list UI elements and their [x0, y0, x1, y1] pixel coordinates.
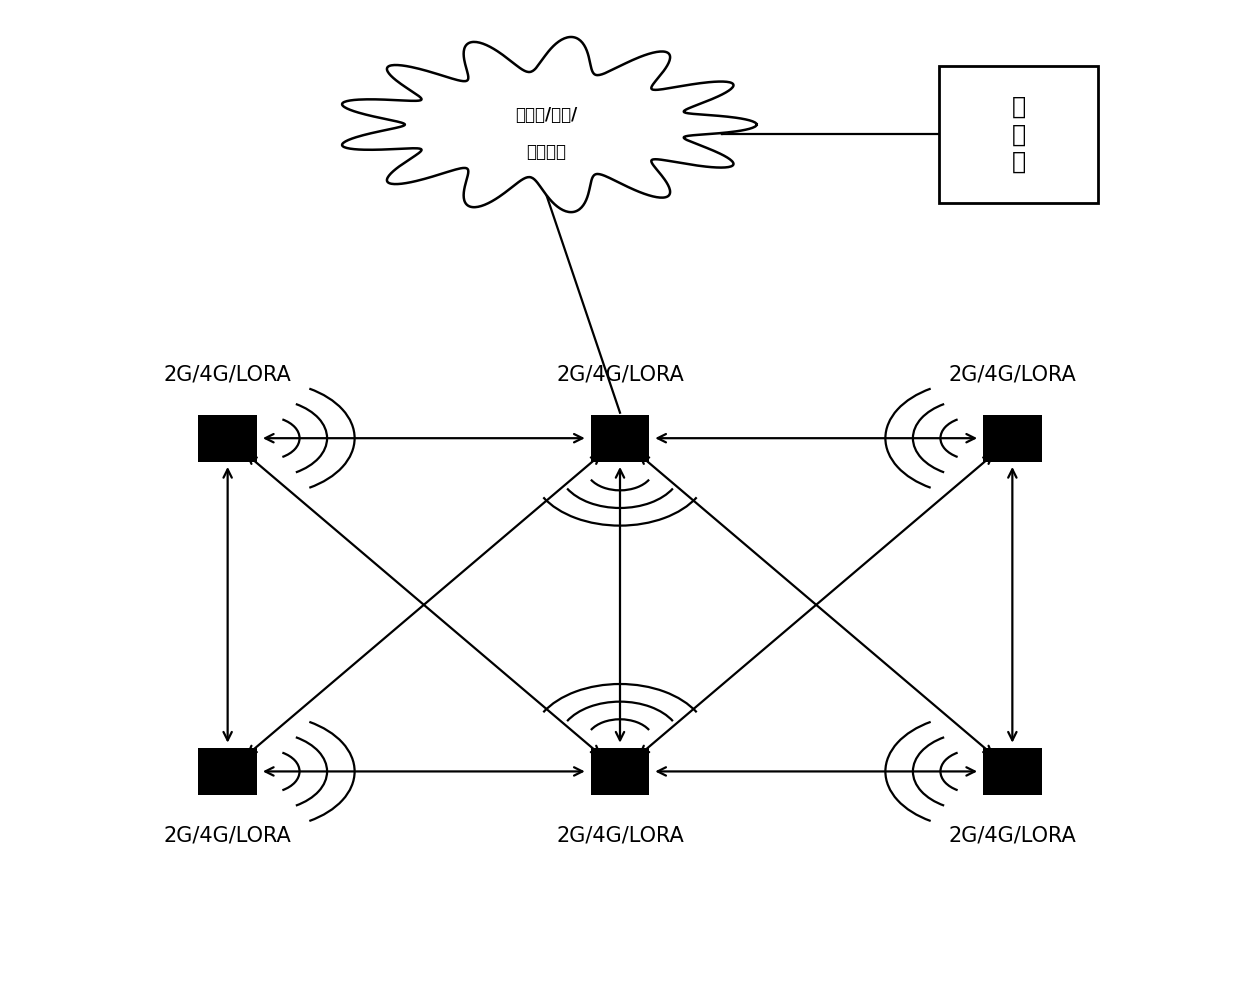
Text: 2G/4G/LORA: 2G/4G/LORA	[556, 825, 684, 845]
Bar	[939, 66, 1099, 203]
Bar	[198, 414, 257, 462]
Bar	[198, 747, 257, 795]
Bar	[983, 414, 1042, 462]
Bar	[590, 747, 650, 795]
Text: 2G/4G/LORA: 2G/4G/LORA	[949, 825, 1076, 845]
Text: 互联网/专网/: 互联网/专网/	[516, 105, 578, 124]
Text: 2G/4G/LORA: 2G/4G/LORA	[164, 825, 291, 845]
Bar	[590, 414, 650, 462]
Polygon shape	[342, 37, 756, 212]
Bar	[983, 747, 1042, 795]
Text: 卫星通信: 卫星通信	[527, 143, 567, 161]
Text: 2G/4G/LORA: 2G/4G/LORA	[164, 365, 291, 385]
Text: 2G/4G/LORA: 2G/4G/LORA	[949, 365, 1076, 385]
Text: 服
务
器: 服 务 器	[1012, 94, 1025, 174]
Text: 2G/4G/LORA: 2G/4G/LORA	[556, 365, 684, 385]
